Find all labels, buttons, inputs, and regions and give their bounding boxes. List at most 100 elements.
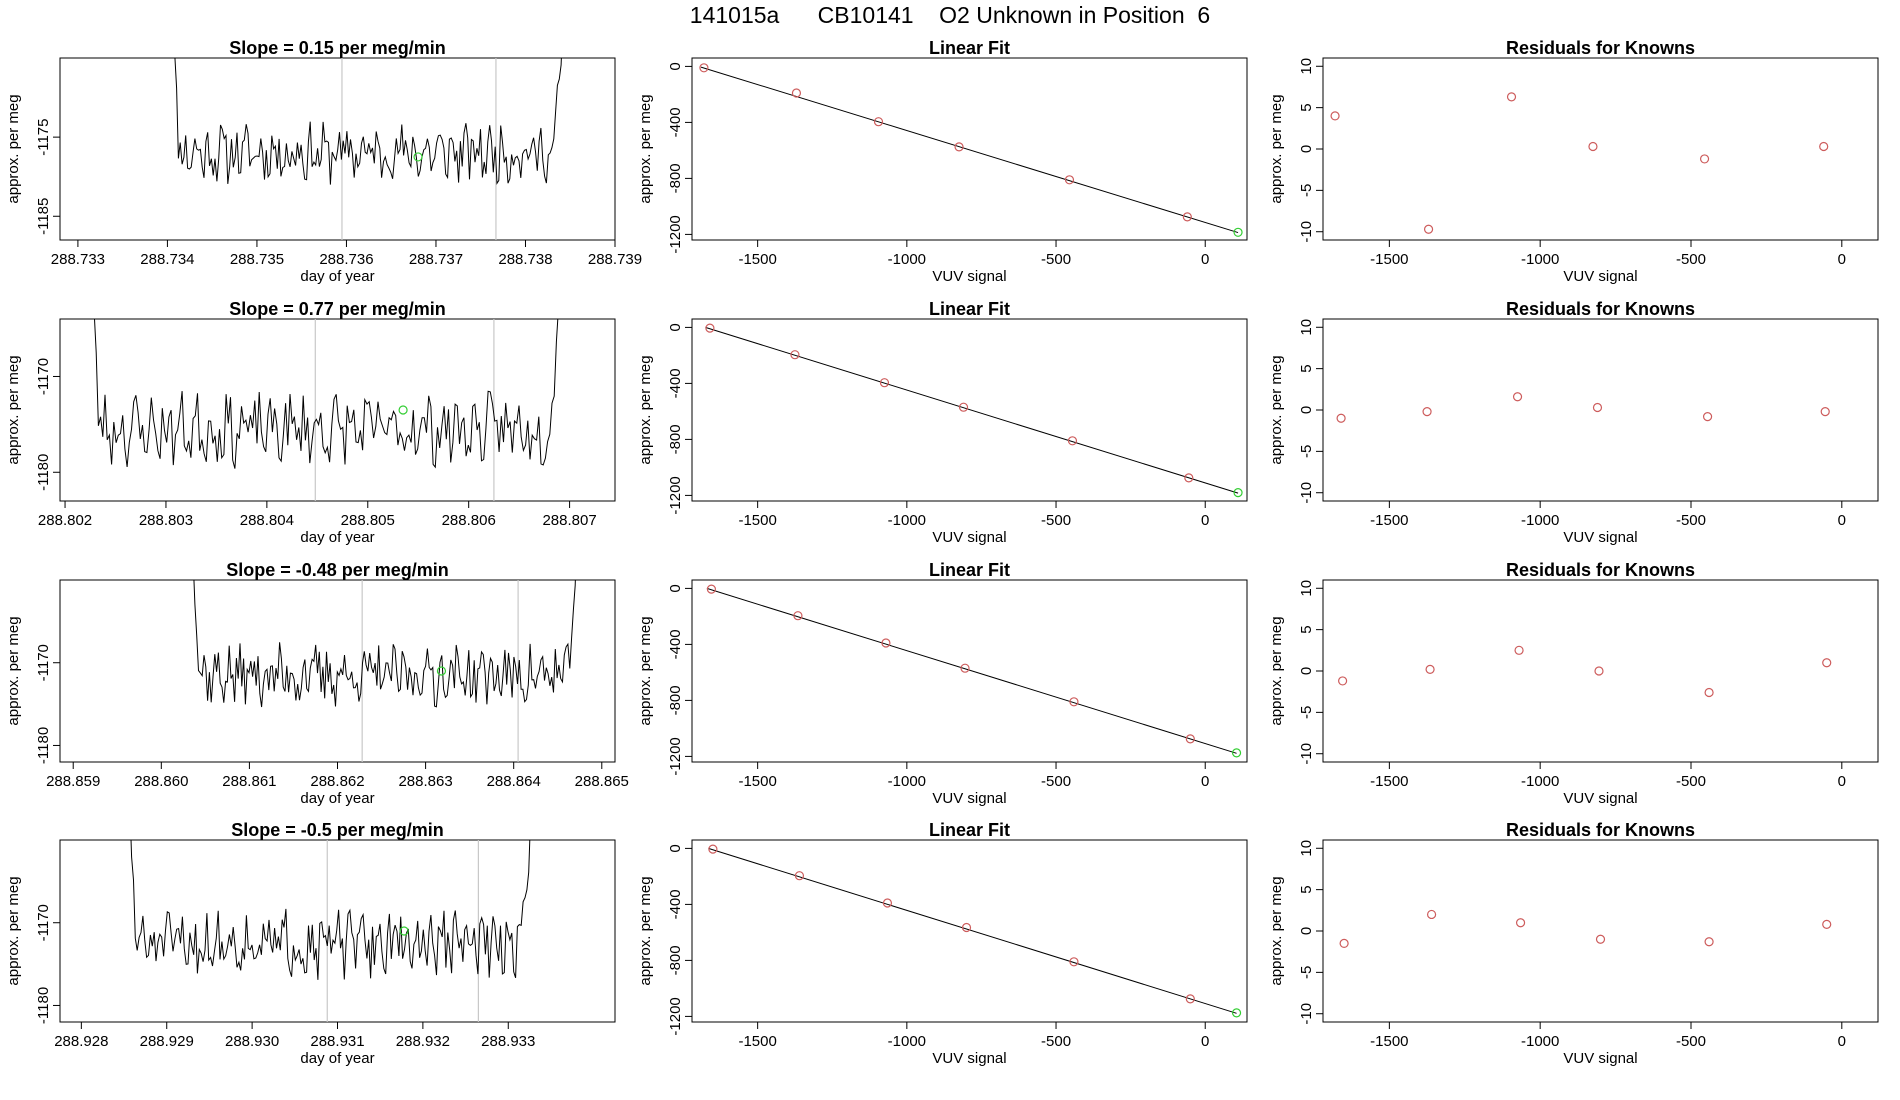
known-point <box>1595 934 1606 944</box>
chart-title: Slope = 0.15 per meg/min <box>229 38 446 58</box>
known-point <box>790 350 800 360</box>
known-point <box>1069 697 1079 707</box>
x-tick-label: -1000 <box>888 512 926 529</box>
chart-panel-9: Residuals for Knowns -1500 -1000 -500 0 10 5 0 -… <box>1268 560 1879 807</box>
x-tick-label: 288.802 <box>38 512 92 529</box>
known-point <box>1339 938 1349 949</box>
known-point <box>958 402 969 412</box>
y-tick-label: -10 <box>1298 221 1315 243</box>
plot-frame <box>691 318 1248 502</box>
y-tick-label: 10 <box>1298 840 1315 857</box>
plot-frame <box>1322 579 1879 763</box>
plot-area <box>1339 909 1832 949</box>
unknown-point <box>413 152 423 162</box>
x-tick-label: 288.737 <box>409 251 463 268</box>
x-tick-label: -500 <box>1041 773 1071 790</box>
plot-frame <box>691 839 1248 1023</box>
y-axis-label: approx. per meg <box>637 616 654 725</box>
chart-panel-12: Residuals for Knowns -1500 -1000 -500 0 10 5 0 -… <box>1268 820 1879 1067</box>
known-point <box>1819 141 1829 152</box>
x-tick-label: 0 <box>1838 512 1846 529</box>
y-tick-label: -400 <box>667 107 684 137</box>
y-tick-label: 0 <box>667 584 684 592</box>
x-tick-label: 288.930 <box>225 1033 279 1050</box>
y-axis-label: approx. per meg <box>5 355 22 464</box>
chart-title: Linear Fit <box>929 820 1010 840</box>
x-tick-label: -500 <box>1676 512 1706 529</box>
y-tick-label: -400 <box>667 368 684 398</box>
known-point <box>1423 224 1434 234</box>
known-point <box>1330 111 1340 121</box>
x-tick-label: -1000 <box>888 251 926 268</box>
x-tick-label: 288.862 <box>310 773 364 790</box>
x-tick-label: 288.929 <box>140 1033 194 1050</box>
y-tick-label: 0 <box>667 62 684 70</box>
y-tick-label: -800 <box>667 685 684 715</box>
chart-panel-10: Slope = -0.5 per meg/min 288.928 288.929 28… <box>5 820 616 1067</box>
known-point <box>1704 687 1714 698</box>
known-point <box>882 898 893 908</box>
chart-title: Linear Fit <box>929 38 1010 58</box>
signal-trace <box>130 840 531 980</box>
y-axis-label: approx. per meg <box>5 94 22 203</box>
plot-area <box>705 323 1243 498</box>
y-tick-label: -10 <box>1298 482 1315 504</box>
chart-panel-8: Linear Fit -1500 -1000 -500 0 0 -400 -800 -1200 V… <box>637 560 1248 807</box>
y-axis-label: approx. per meg <box>5 876 22 985</box>
known-point <box>1699 154 1710 164</box>
known-point <box>1425 664 1435 674</box>
chart-title: Residuals for Knowns <box>1506 38 1695 58</box>
y-axis-label: approx. per meg <box>637 876 654 985</box>
plot-frame <box>59 839 616 1023</box>
y-tick-label: -5 <box>1298 706 1315 719</box>
y-axis-label: approx. per meg <box>637 94 654 203</box>
x-tick-label: -500 <box>1041 1033 1071 1050</box>
plot-frame <box>1322 839 1879 1023</box>
x-tick-label: -500 <box>1676 1033 1706 1050</box>
y-axis-label: approx. per meg <box>1268 876 1285 985</box>
y-tick-label: 5 <box>1298 364 1315 372</box>
chart-panel-5: Linear Fit -1500 -1000 -500 0 0 -400 -800 -1200 V… <box>637 299 1248 546</box>
x-axis-label: VUV signal <box>1563 790 1637 807</box>
x-tick-label: -1500 <box>738 773 776 790</box>
plot-area <box>193 580 576 762</box>
known-point <box>1512 392 1523 402</box>
y-axis-label: approx. per meg <box>5 616 22 725</box>
fit-line <box>700 66 1239 234</box>
x-axis-label: day of year <box>300 790 374 807</box>
x-axis-label: VUV signal <box>1563 529 1637 546</box>
known-point <box>1069 957 1079 967</box>
x-tick-label: -500 <box>1676 251 1706 268</box>
y-axis-label: approx. per meg <box>1268 94 1285 203</box>
plot-area <box>708 844 1242 1018</box>
x-axis-label: VUV signal <box>932 268 1006 285</box>
known-point <box>960 663 970 673</box>
known-point <box>1822 658 1832 668</box>
y-tick-label: 5 <box>1298 625 1315 633</box>
known-point <box>708 844 718 854</box>
known-point <box>1184 473 1194 483</box>
x-tick-label: 288.734 <box>140 251 194 268</box>
chart-panel-2: Linear Fit -1500 -1000 -500 0 0 -400 -800 -1200 V… <box>637 38 1248 285</box>
unknown-point <box>1231 1008 1242 1018</box>
x-axis-label: VUV signal <box>1563 268 1637 285</box>
y-tick-label: -1200 <box>667 997 684 1035</box>
y-axis-label: approx. per meg <box>1268 355 1285 464</box>
y-tick-label: -1170 <box>35 904 52 941</box>
x-tick-label: 288.807 <box>542 512 596 529</box>
plot-area <box>1330 92 1829 234</box>
x-tick-label: 0 <box>1201 512 1209 529</box>
x-tick-label: -500 <box>1676 773 1706 790</box>
x-tick-label: -1500 <box>738 512 776 529</box>
x-axis-label: day of year <box>300 268 374 285</box>
chart-title: Residuals for Knowns <box>1506 560 1695 580</box>
known-point <box>705 323 715 333</box>
chart-panel-1: Slope = 0.15 per meg/min 288.733 288.734 28… <box>5 38 642 285</box>
y-tick-label: 5 <box>1298 103 1315 111</box>
known-point <box>1702 412 1713 422</box>
x-tick-label: -1000 <box>1521 1033 1559 1050</box>
x-axis-label: VUV signal <box>932 529 1006 546</box>
chart-panel-4: Slope = 0.77 per meg/min 288.802 288.803 28… <box>5 299 616 546</box>
